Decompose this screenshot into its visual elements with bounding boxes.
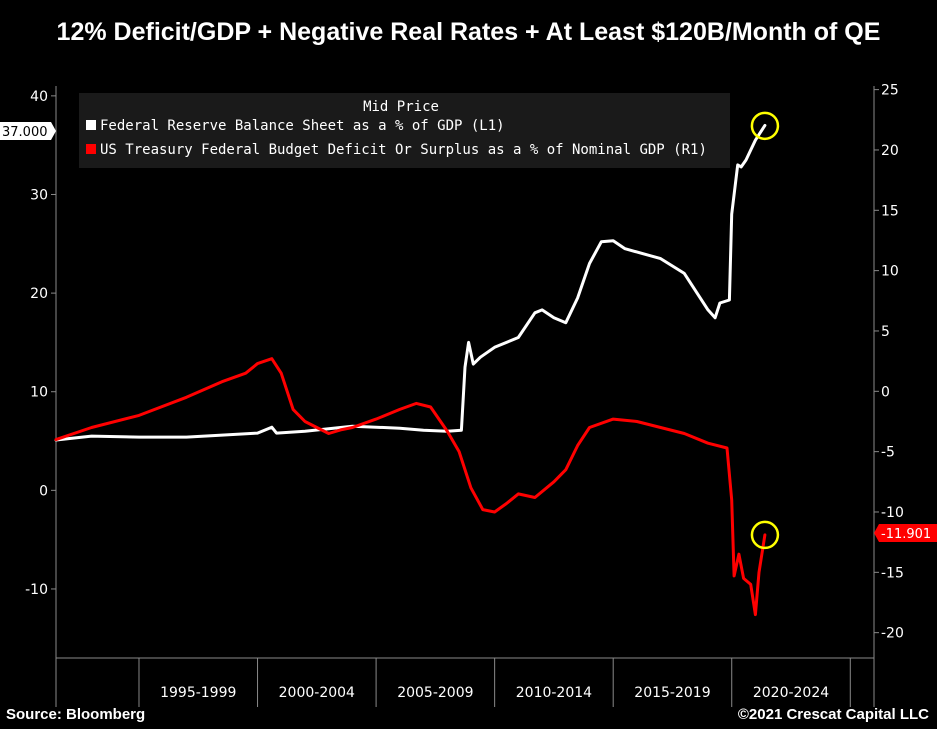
last-value-tag-left-label: 37.000	[2, 125, 48, 140]
left-tick-label: 30	[30, 187, 48, 203]
right-tick-label: 20	[881, 143, 899, 159]
source-note: Source: Bloomberg	[6, 706, 146, 723]
legend-swatch-fed	[86, 120, 96, 130]
legend-entry-fed: Federal Reserve Balance Sheet as a % of …	[100, 118, 505, 134]
right-tick-label: 10	[881, 264, 899, 280]
right-tick-label: -15	[881, 565, 904, 581]
legend-box	[79, 93, 730, 168]
left-tick-label: -10	[25, 582, 48, 598]
highlight-circle	[750, 520, 780, 550]
right-tick-label: 0	[881, 384, 890, 400]
right-tick-label: -10	[881, 505, 904, 521]
series-line-fed-balance-sheet	[54, 123, 767, 442]
legend: Mid Price Federal Reserve Balance Sheet …	[79, 93, 730, 168]
category-label: 2015-2019	[634, 685, 710, 701]
last-value-tag-right-shape	[874, 524, 937, 542]
highlight-circle	[750, 111, 780, 141]
last-value-tag-right: -11.901	[874, 524, 937, 542]
category-label: 2005-2009	[397, 685, 473, 701]
right-tick-label: 5	[881, 324, 890, 340]
copyright-note: ©2021 Crescat Capital LLC	[737, 706, 929, 723]
legend-title: Mid Price	[363, 99, 439, 115]
chart-title: 12% Deficit/GDP + Negative Real Rates + …	[56, 18, 881, 46]
right-tick-label: -20	[881, 626, 904, 642]
last-value-tag-left: 37.000	[0, 122, 56, 140]
left-tick-label: 0	[39, 483, 48, 499]
right-tick-label: -5	[881, 445, 895, 461]
right-tick-label: 15	[881, 203, 899, 219]
right-tick-label: 25	[881, 83, 899, 99]
category-label: 1995-1999	[160, 685, 236, 701]
legend-entry-deficit: US Treasury Federal Budget Deficit Or Su…	[100, 142, 707, 158]
left-tick-label: 20	[30, 286, 48, 302]
last-value-tag-right-label: -11.901	[881, 527, 931, 542]
left-tick-label: 10	[30, 385, 48, 401]
category-label: 2000-2004	[279, 685, 355, 701]
series-line-budget-deficit	[54, 357, 767, 617]
category-label: 2020-2024	[753, 685, 829, 701]
legend-swatch-deficit	[86, 144, 96, 154]
last-value-tag-left-shape	[0, 122, 56, 140]
category-label: 2010-2014	[516, 685, 592, 701]
left-tick-label: 40	[30, 89, 48, 105]
